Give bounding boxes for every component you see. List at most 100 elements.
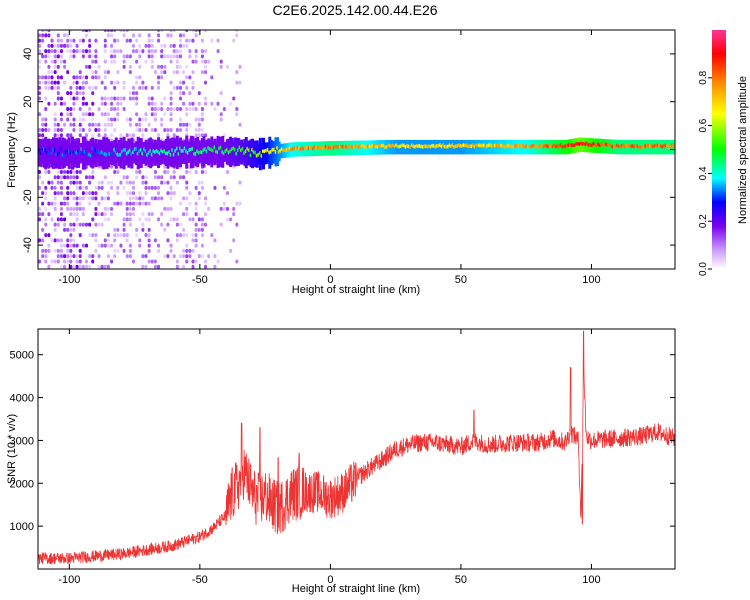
spectrogram-cell bbox=[169, 243, 173, 248]
spectrogram-cell bbox=[75, 91, 79, 96]
spectrogram-cell bbox=[122, 175, 126, 180]
spectrogram-cell bbox=[191, 238, 195, 243]
spectrogram-cell bbox=[125, 175, 129, 180]
spectrogram-cell bbox=[75, 212, 79, 217]
spectrogram-cell bbox=[97, 122, 101, 127]
spectrogram-cell bbox=[81, 96, 85, 101]
spectrogram-cell bbox=[44, 106, 48, 111]
spectrogram-cell bbox=[97, 127, 101, 132]
spectrogram-cell bbox=[56, 175, 60, 180]
spectrogram-cell bbox=[175, 238, 179, 243]
spectrogram-cell bbox=[38, 96, 41, 101]
spectrogram-cell bbox=[182, 233, 186, 238]
spectrogram-cell bbox=[69, 206, 73, 211]
spectrogram-cell bbox=[122, 227, 126, 232]
signal-halo bbox=[225, 139, 229, 165]
spectrogram-cell bbox=[138, 64, 142, 69]
spectrogram-cell bbox=[84, 133, 88, 138]
spectrogram-cell bbox=[59, 212, 63, 217]
signal-halo bbox=[63, 138, 67, 168]
spectrogram-cell bbox=[166, 127, 170, 132]
spectrogram-cell bbox=[69, 43, 73, 48]
spectrogram-cell bbox=[144, 254, 148, 259]
spectrogram-cell bbox=[81, 54, 85, 59]
spectrogram-cell bbox=[75, 206, 79, 211]
spectrogram-cell bbox=[103, 38, 107, 43]
spectrogram-cell bbox=[144, 180, 148, 185]
spectrogram-cell bbox=[128, 38, 132, 43]
spectrogram-cell bbox=[72, 180, 76, 185]
spectrogram-cell bbox=[147, 201, 151, 206]
spectrogram-cell bbox=[103, 70, 107, 75]
spectrogram-cell bbox=[94, 122, 98, 127]
colorbar-ticks: 0.0 0.2 0.4 0.6 0.8 bbox=[698, 70, 712, 276]
spectrogram-cell bbox=[191, 248, 195, 253]
spectrogram-cell bbox=[141, 222, 145, 227]
spectrogram-cell bbox=[210, 38, 214, 43]
spectrogram-cell bbox=[213, 254, 217, 259]
spectrogram-cell bbox=[88, 233, 92, 238]
spectrogram-cell bbox=[94, 248, 98, 253]
spectrogram-cell bbox=[66, 243, 70, 248]
spectrogram-cell bbox=[122, 80, 126, 85]
signal-halo bbox=[189, 135, 193, 169]
signal-halo bbox=[124, 140, 128, 166]
spectrogram-cell bbox=[178, 38, 182, 43]
spectrogram-cell bbox=[44, 254, 48, 259]
spectrogram-cell bbox=[128, 196, 132, 201]
spectrogram-cell bbox=[41, 117, 45, 122]
spectrogram-cell bbox=[194, 117, 198, 122]
spectrogram-cell bbox=[216, 38, 220, 43]
spectrogram-cell bbox=[144, 59, 148, 64]
signal-halo bbox=[207, 138, 211, 166]
spectrogram-cell bbox=[38, 133, 41, 138]
spectrogram-cell bbox=[185, 212, 189, 217]
signal-halo bbox=[276, 137, 280, 167]
x-tick-label: 0 bbox=[327, 574, 333, 586]
spectrogram-cell bbox=[41, 122, 45, 127]
spectrogram-cell bbox=[200, 117, 204, 122]
spectrogram-cell bbox=[188, 38, 192, 43]
signal-halo bbox=[230, 138, 234, 166]
spectrogram-cell bbox=[50, 70, 54, 75]
spectrogram-cell bbox=[172, 191, 176, 196]
spectrogram-cell bbox=[47, 201, 51, 206]
spectrogram-cell bbox=[84, 33, 88, 38]
spectrogram-cell bbox=[135, 49, 139, 54]
spectrogram-cell bbox=[131, 85, 135, 90]
colorbar-tick-label: 0.0 bbox=[698, 262, 709, 276]
colorbar-tick-label: 0.2 bbox=[698, 214, 709, 228]
spectrogram-cell bbox=[160, 212, 164, 217]
spectrogram-cell bbox=[66, 106, 70, 111]
spectrogram-cell bbox=[125, 238, 129, 243]
spectrogram-cell bbox=[53, 175, 57, 180]
spectrogram-cell bbox=[147, 96, 151, 101]
spectrogram-cell bbox=[178, 201, 182, 206]
spectrogram-cell bbox=[157, 264, 161, 269]
signal-halo bbox=[178, 137, 182, 168]
spectrogram-cell bbox=[225, 64, 229, 69]
spectrogram-cell bbox=[94, 233, 98, 238]
spectrogram-cell bbox=[188, 122, 192, 127]
spectrogram-cell bbox=[44, 127, 48, 132]
spectrogram-cell bbox=[97, 222, 101, 227]
spectrogram-cell bbox=[200, 254, 204, 259]
signal-halo bbox=[261, 137, 265, 170]
spectrogram-cell bbox=[194, 185, 198, 190]
spectrogram-cell bbox=[91, 175, 95, 180]
spectrogram-cell bbox=[147, 238, 151, 243]
spectrogram-cell bbox=[194, 212, 198, 217]
signal-halo bbox=[362, 140, 366, 155]
spectrogram-cell bbox=[78, 201, 82, 206]
spectrogram-cell bbox=[225, 170, 229, 175]
spectrogram-cell bbox=[144, 43, 148, 48]
spectrogram-cell bbox=[44, 206, 48, 211]
spectrogram-cell bbox=[172, 106, 176, 111]
spectrogram-cell bbox=[106, 206, 110, 211]
spectrogram-cell bbox=[106, 30, 110, 33]
spectrogram-cell bbox=[78, 38, 82, 43]
spectrogram-cell bbox=[66, 91, 70, 96]
spectrogram-cell bbox=[72, 117, 76, 122]
spectrogram-cell bbox=[56, 122, 60, 127]
spectrogram-cell bbox=[44, 259, 48, 264]
